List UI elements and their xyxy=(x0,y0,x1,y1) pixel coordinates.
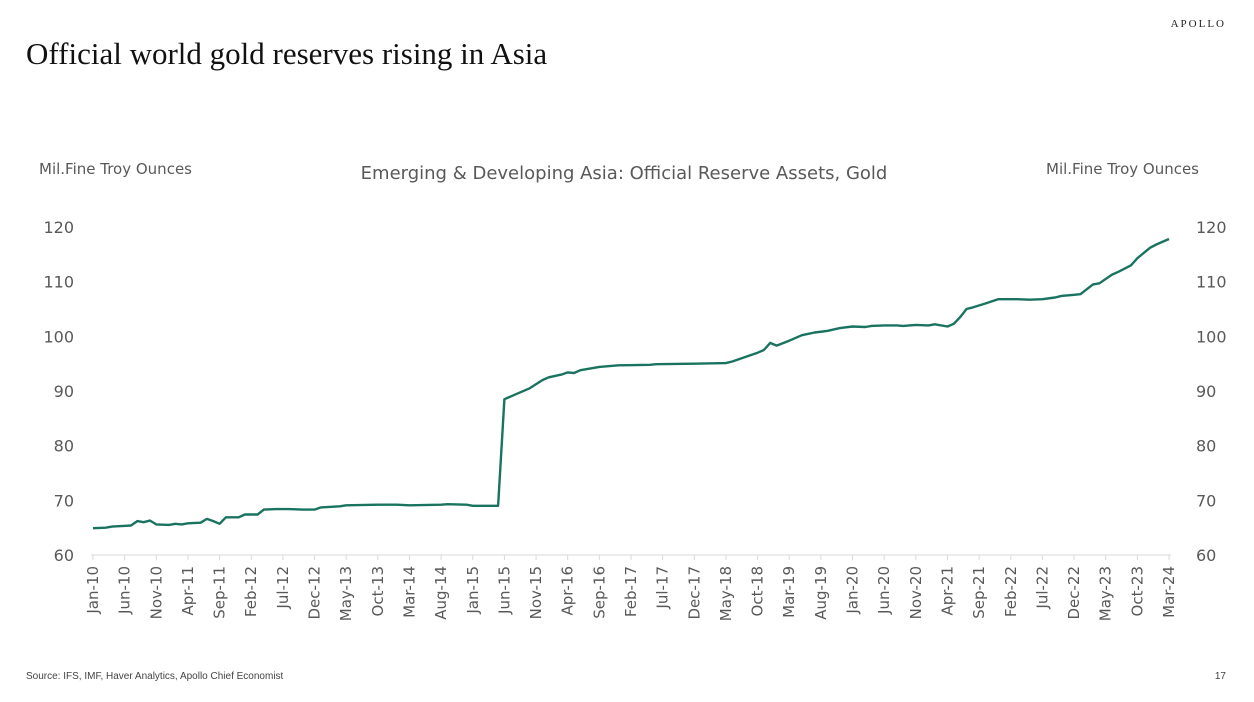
x-tick-label: Aug-14 xyxy=(432,566,450,620)
x-tick-label: Feb-12 xyxy=(242,566,260,617)
y-axis-label-left: Mil.Fine Troy Ounces xyxy=(39,160,192,178)
x-tick-label: Apr-21 xyxy=(938,566,956,616)
x-tick-label: Jun-10 xyxy=(116,566,134,615)
x-tick-label: Mar-19 xyxy=(780,566,798,618)
y-ticks-left: 60 70 80 90 100 110 120 xyxy=(43,218,74,565)
y-tick-label-left: 100 xyxy=(43,327,74,346)
x-ticks: Jan-10 Jun-10 Nov-10 Apr-11 Sep-11 Feb-12 Jul-… xyxy=(84,555,1178,621)
x-tick-label: Jul-17 xyxy=(654,566,672,610)
y-tick-label-right: 100 xyxy=(1196,327,1227,346)
x-tick-label: Jun-20 xyxy=(875,566,893,615)
page-title: Official world gold reserves rising in A… xyxy=(26,36,548,71)
x-tick-label: Nov-20 xyxy=(907,566,925,619)
brand-logo: APOLLO xyxy=(1170,18,1226,30)
y-tick-label-left: 90 xyxy=(54,382,74,401)
y-tick-label-left: 60 xyxy=(54,546,74,565)
series-line xyxy=(92,237,1170,530)
x-tick-label: Jun-15 xyxy=(495,566,513,615)
y-tick-label-right: 120 xyxy=(1196,218,1227,237)
x-tick-label: Jul-12 xyxy=(274,566,292,610)
x-tick-label: Apr-11 xyxy=(179,566,197,616)
x-tick-label: Jan-15 xyxy=(464,566,482,615)
x-tick-label: May-13 xyxy=(337,566,355,621)
x-tick-label: Jul-22 xyxy=(1033,566,1051,610)
y-axis-label-right: Mil.Fine Troy Ounces xyxy=(1046,160,1199,178)
x-tick-label: Dec-17 xyxy=(685,566,703,620)
y-ticks-right: 60 70 80 90 100 110 120 xyxy=(1196,218,1227,565)
y-tick-label-right: 90 xyxy=(1196,382,1216,401)
x-tick-label: Feb-22 xyxy=(1002,566,1020,617)
x-tick-label: Nov-15 xyxy=(527,566,545,619)
chart-title: Emerging & Developing Asia: Official Res… xyxy=(361,163,888,184)
y-tick-label-left: 80 xyxy=(54,437,74,456)
y-tick-label-right: 80 xyxy=(1196,437,1216,456)
x-tick-label: Nov-10 xyxy=(147,566,165,619)
x-tick-label: Jan-20 xyxy=(844,566,862,615)
x-tick-label: Dec-12 xyxy=(306,566,324,620)
x-tick-label: Mar-24 xyxy=(1160,566,1178,618)
x-tick-label: May-18 xyxy=(717,566,735,621)
y-tick-label-right: 70 xyxy=(1196,491,1216,510)
x-tick-label: Sep-16 xyxy=(590,566,608,619)
source-note: Source: IFS, IMF, Haver Analytics, Apoll… xyxy=(26,671,284,682)
page-number: 17 xyxy=(1214,671,1226,682)
x-tick-label: Mar-14 xyxy=(400,566,418,618)
x-tick-label: Oct-23 xyxy=(1128,566,1146,616)
x-tick-label: May-23 xyxy=(1097,566,1115,621)
x-tick-label: Aug-19 xyxy=(812,566,830,620)
y-tick-label-left: 70 xyxy=(54,491,74,510)
x-tick-label: Oct-13 xyxy=(369,566,387,616)
x-tick-label: Oct-18 xyxy=(749,566,767,616)
x-tick-label: Sep-11 xyxy=(211,566,229,619)
x-tick-label: Jan-10 xyxy=(84,566,102,615)
y-tick-label-right: 60 xyxy=(1196,546,1216,565)
x-tick-label: Dec-22 xyxy=(1065,566,1083,620)
x-tick-label: Apr-16 xyxy=(559,566,577,616)
x-tick-label: Sep-21 xyxy=(970,566,988,619)
y-tick-label-left: 120 xyxy=(43,218,74,237)
y-tick-label-left: 110 xyxy=(43,273,74,292)
y-tick-label-right: 110 xyxy=(1196,273,1227,292)
x-tick-label: Feb-17 xyxy=(622,566,640,617)
